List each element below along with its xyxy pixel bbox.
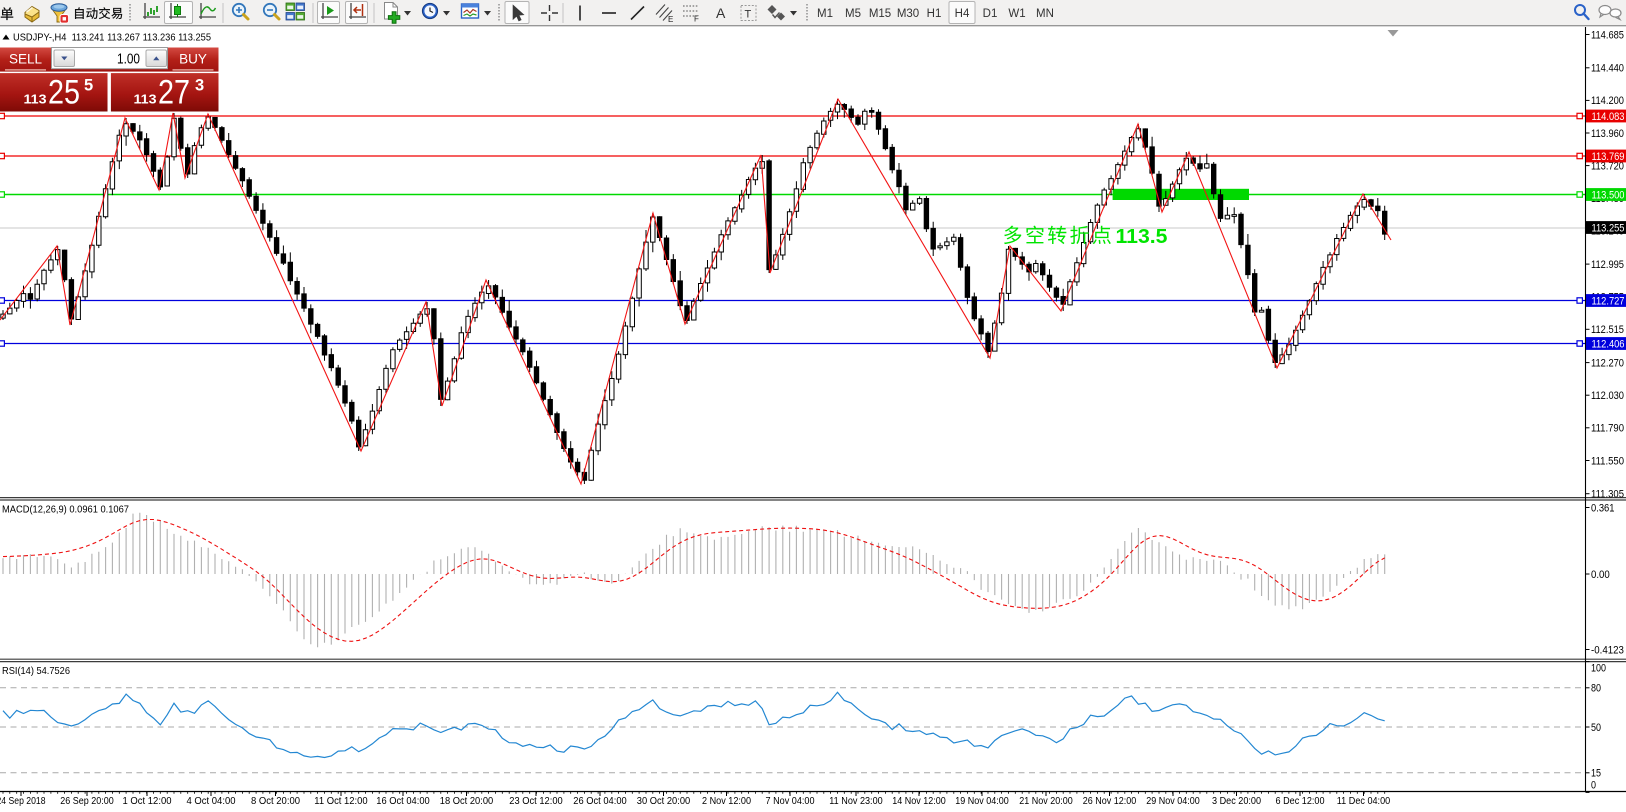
svg-text:4 Oct 04:00: 4 Oct 04:00 bbox=[187, 795, 236, 807]
svg-text:16 Oct 04:00: 16 Oct 04:00 bbox=[376, 795, 430, 807]
svg-text:113.769: 113.769 bbox=[1592, 151, 1625, 163]
svg-text:113: 113 bbox=[24, 92, 47, 106]
svg-text:M30: M30 bbox=[897, 8, 919, 20]
svg-text:24 Sep 2018: 24 Sep 2018 bbox=[0, 795, 46, 807]
svg-text:113.500: 113.500 bbox=[1592, 190, 1625, 202]
svg-text:7 Nov 04:00: 7 Nov 04:00 bbox=[766, 795, 815, 807]
svg-text:H1: H1 bbox=[927, 8, 942, 20]
svg-text:0: 0 bbox=[1591, 780, 1596, 792]
svg-text:30 Oct 20:00: 30 Oct 20:00 bbox=[637, 795, 691, 807]
svg-text:111.305: 111.305 bbox=[1591, 489, 1624, 501]
svg-text:113.5: 113.5 bbox=[1116, 226, 1168, 248]
svg-text:2 Nov 12:00: 2 Nov 12:00 bbox=[702, 795, 751, 807]
svg-text:113.960: 113.960 bbox=[1591, 128, 1624, 140]
svg-text:3 Dec 20:00: 3 Dec 20:00 bbox=[1212, 795, 1261, 807]
svg-text:19 Nov 04:00: 19 Nov 04:00 bbox=[955, 795, 1009, 807]
svg-text:80: 80 bbox=[1591, 683, 1601, 695]
svg-text:111.790: 111.790 bbox=[1591, 423, 1624, 435]
svg-text:RSI(14) 54.7526: RSI(14) 54.7526 bbox=[2, 665, 70, 677]
svg-text:26 Sep 20:00: 26 Sep 20:00 bbox=[60, 795, 114, 807]
svg-text:113: 113 bbox=[134, 92, 157, 106]
svg-text:23 Oct 12:00: 23 Oct 12:00 bbox=[509, 795, 563, 807]
svg-text:114.685: 114.685 bbox=[1591, 29, 1624, 41]
svg-text:112.270: 112.270 bbox=[1591, 357, 1624, 369]
svg-text:25: 25 bbox=[48, 73, 80, 111]
svg-text:100: 100 bbox=[1591, 663, 1606, 675]
svg-text:SELL: SELL bbox=[9, 51, 43, 66]
svg-text:E: E bbox=[668, 15, 673, 24]
svg-text:11 Dec 04:00: 11 Dec 04:00 bbox=[1337, 795, 1391, 807]
svg-text:M1: M1 bbox=[817, 8, 833, 20]
svg-text:112.727: 112.727 bbox=[1592, 296, 1625, 308]
svg-text:112.030: 112.030 bbox=[1591, 390, 1624, 402]
svg-text:112.995: 112.995 bbox=[1591, 259, 1624, 271]
svg-text:USDJPY-,H4 113.241 113.267 11: USDJPY-,H4 113.241 113.267 113.236 113.2… bbox=[13, 32, 211, 44]
svg-text:50: 50 bbox=[1591, 722, 1601, 734]
svg-text:114.200: 114.200 bbox=[1591, 95, 1624, 107]
svg-text:26 Nov 12:00: 26 Nov 12:00 bbox=[1083, 795, 1137, 807]
svg-text:BUY: BUY bbox=[179, 51, 207, 66]
svg-text:111.550: 111.550 bbox=[1591, 455, 1624, 467]
svg-text:W1: W1 bbox=[1008, 8, 1025, 20]
svg-text:27: 27 bbox=[158, 73, 190, 111]
svg-text:5: 5 bbox=[84, 77, 93, 95]
svg-text:15: 15 bbox=[1591, 768, 1601, 780]
svg-text:0.00: 0.00 bbox=[1591, 569, 1610, 581]
svg-text:113.255: 113.255 bbox=[1592, 223, 1625, 235]
svg-text:112.515: 112.515 bbox=[1591, 324, 1624, 336]
svg-text:114.083: 114.083 bbox=[1592, 111, 1625, 123]
svg-text:112.406: 112.406 bbox=[1592, 339, 1625, 351]
svg-text:1.00: 1.00 bbox=[117, 52, 140, 68]
svg-text:A: A bbox=[716, 5, 726, 21]
svg-text:0.361: 0.361 bbox=[1591, 502, 1615, 514]
svg-text:6 Dec 12:00: 6 Dec 12:00 bbox=[1276, 795, 1325, 807]
svg-text:D1: D1 bbox=[983, 8, 998, 20]
svg-text:11 Nov 23:00: 11 Nov 23:00 bbox=[829, 795, 883, 807]
svg-text:M5: M5 bbox=[845, 8, 861, 20]
svg-text:-0.4123: -0.4123 bbox=[1591, 644, 1624, 656]
svg-text:MN: MN bbox=[1036, 8, 1054, 20]
svg-text:114.440: 114.440 bbox=[1591, 63, 1624, 75]
svg-text:21 Nov 20:00: 21 Nov 20:00 bbox=[1019, 795, 1073, 807]
svg-text:18 Oct 20:00: 18 Oct 20:00 bbox=[440, 795, 494, 807]
svg-text:11 Oct 12:00: 11 Oct 12:00 bbox=[314, 795, 368, 807]
svg-text:M15: M15 bbox=[869, 8, 891, 20]
svg-text:26 Oct 04:00: 26 Oct 04:00 bbox=[573, 795, 627, 807]
svg-text:MACD(12,26,9) 0.0961 0.1067: MACD(12,26,9) 0.0961 0.1067 bbox=[2, 504, 129, 516]
svg-text:T: T bbox=[745, 9, 752, 21]
svg-text:14 Nov 12:00: 14 Nov 12:00 bbox=[892, 795, 946, 807]
svg-text:H4: H4 bbox=[955, 8, 970, 20]
svg-text:F: F bbox=[694, 15, 699, 24]
svg-text:8 Oct 20:00: 8 Oct 20:00 bbox=[251, 795, 300, 807]
svg-text:29 Nov 04:00: 29 Nov 04:00 bbox=[1146, 795, 1200, 807]
svg-text:3: 3 bbox=[195, 77, 204, 95]
svg-text:1 Oct 12:00: 1 Oct 12:00 bbox=[123, 795, 172, 807]
svg-text:113.720: 113.720 bbox=[1591, 160, 1624, 172]
